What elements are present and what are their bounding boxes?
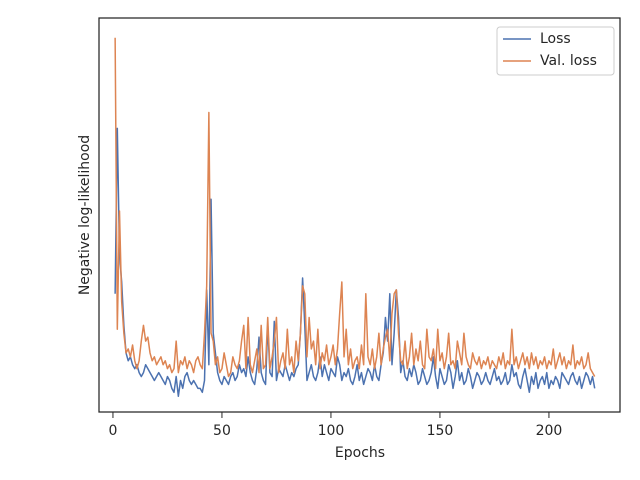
x-axis-label: Epochs [335, 445, 385, 461]
plot-frame [98, 17, 621, 413]
series-line [114, 127, 596, 397]
x-tick-label: 50 [213, 423, 231, 439]
x-tick-label: 150 [427, 423, 454, 439]
legend-label: Loss [540, 31, 571, 47]
legend-label: Val. loss [540, 53, 597, 69]
x-tick-label: 200 [536, 423, 563, 439]
x-tick-label: 0 [108, 423, 117, 439]
x-tick-label: 100 [318, 423, 345, 439]
series-line [114, 37, 596, 378]
y-axis-label: Negative log-likelihood [77, 135, 93, 295]
